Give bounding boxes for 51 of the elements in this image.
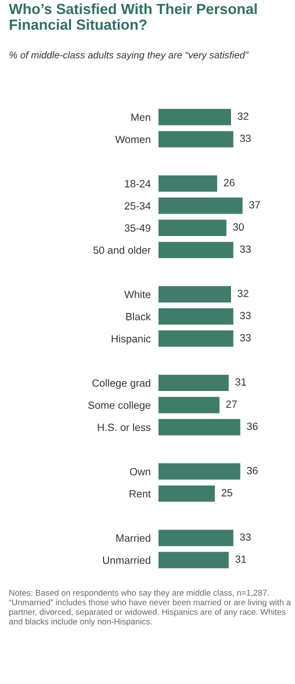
y-tick-label: 25-34: [124, 202, 151, 210]
y-tick-label: College grad: [92, 379, 150, 389]
y-tick-label: 35-49: [124, 224, 150, 232]
data-label: 33: [240, 245, 251, 253]
y-tick-label: Married: [116, 534, 150, 542]
data-label: 33: [240, 134, 251, 142]
data-label: 37: [249, 201, 260, 208]
chart-title: Who’s Satisfied With Their Personal Financial Situation?: [8, 3, 257, 30]
y-tick-label: Rent: [130, 490, 151, 498]
bar: [158, 462, 242, 482]
bar: [158, 395, 221, 415]
data-label: 31: [235, 555, 246, 563]
data-label: 36: [246, 422, 258, 430]
bar: [158, 196, 244, 216]
y-tick-label: 50 and older: [93, 246, 151, 254]
bar: [158, 218, 228, 238]
bar: [158, 418, 242, 437]
data-label: 32: [238, 290, 248, 298]
y-tick-label: 18-24: [125, 180, 151, 188]
text: Notes: Based on respondents who say they are middle class, n=1,287. “Unmarried” includes those who have never been married or are living with a partner, divorced, separated or widowed. Hispanics are of any race. Whites and blacks include only non-Hispanics.: [9, 590, 291, 626]
y-tick-label: Hispanic: [112, 334, 151, 345]
data-label: 30: [233, 223, 244, 231]
bar: [158, 240, 235, 260]
data-label: 33: [240, 334, 251, 342]
data-label: 33: [240, 312, 251, 320]
y-tick-label: Some college: [88, 401, 150, 411]
y-tick-label: Black: [126, 312, 151, 320]
bar: [158, 484, 216, 504]
data-label: 25: [222, 489, 232, 496]
bar: [158, 174, 219, 194]
y-tick-label: Own: [130, 468, 150, 476]
data-label: 33: [240, 533, 251, 541]
data-label: 26: [224, 178, 235, 186]
bar: [158, 284, 232, 304]
data-label: 32: [238, 112, 248, 120]
y-tick-label: Men: [131, 114, 150, 121]
bar: [158, 306, 235, 326]
data-label: 36: [246, 466, 258, 474]
data-label: 27: [226, 400, 237, 408]
y-tick-label: White: [124, 290, 150, 298]
y-tick-label: H.S. or less: [98, 423, 151, 432]
y-tick-label: Unmarried: [103, 556, 150, 564]
bar: [158, 130, 235, 149]
bar: [158, 373, 230, 392]
bar: [158, 528, 235, 548]
y-tick-label: Women: [115, 136, 150, 144]
data-label: 31: [235, 378, 246, 386]
chart-subtitle: % of middle-class adults saying they are “very satisfied”: [10, 51, 249, 60]
bar: [158, 108, 232, 127]
bar: [158, 329, 235, 348]
bar: [158, 550, 230, 570]
